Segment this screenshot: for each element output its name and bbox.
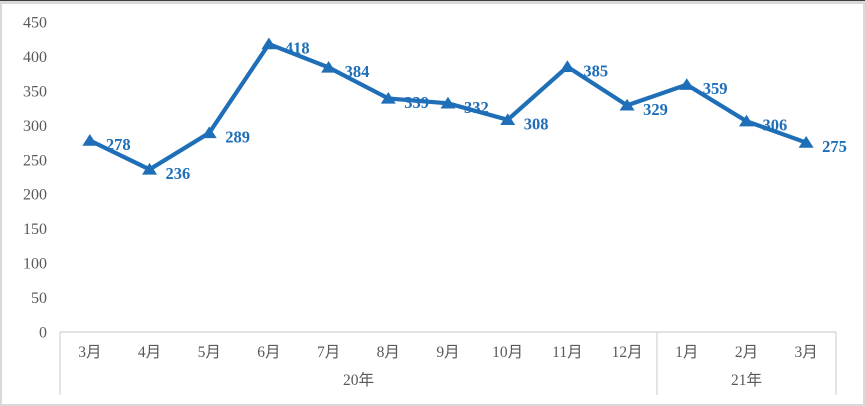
data-point-label: 339 [404,93,429,112]
month-label: 2月 [735,344,758,361]
month-label: 4月 [138,344,161,361]
data-point-label: 385 [583,61,608,80]
data-point-marker [261,37,277,50]
month-label: 12月 [612,344,643,361]
month-label: 5月 [198,344,221,361]
y-tick-label: 300 [23,118,47,135]
data-point-label: 332 [464,98,489,117]
data-point-label: 278 [106,135,131,154]
y-tick-label: 100 [23,256,47,273]
month-label: 7月 [317,344,340,361]
month-label: 3月 [78,344,101,361]
y-tick-label: 150 [23,221,47,238]
data-point-label: 329 [643,100,668,119]
month-label: 10月 [492,344,523,361]
data-point-marker [738,114,754,127]
data-point-marker [440,96,456,109]
data-point-label: 418 [285,39,310,58]
data-point-label: 308 [524,114,549,133]
data-point-label: 275 [822,137,847,156]
data-point-label: 384 [345,62,370,81]
data-point-label: 289 [225,127,250,146]
month-label: 8月 [377,344,400,361]
month-label: 3月 [795,344,818,361]
month-label: 9月 [436,344,459,361]
data-point-marker [201,126,217,139]
data-point-marker [142,162,158,175]
data-point-label: 306 [762,116,787,135]
y-tick-label: 350 [23,83,47,100]
line-chart: 0 50 100 150 200 250 300 350 400 450 3月 4月 5月 6月 7月 8月 9… [23,15,847,395]
data-point-marker [321,60,337,73]
y-tick-label: 400 [23,49,47,66]
data-point-marker [380,91,396,104]
data-point-label: 236 [166,164,191,183]
data-point-label: 359 [703,79,728,98]
month-label: 6月 [257,344,280,361]
month-label: 11月 [552,344,582,361]
month-label: 1月 [675,344,698,361]
data-point-marker [619,98,635,111]
year-label: 20年 [343,371,374,389]
data-point-marker [82,133,98,146]
y-tick-label: 50 [31,290,47,307]
y-tick-label: 200 [23,187,47,204]
data-point-marker [559,60,575,72]
data-point-marker [679,78,695,90]
y-tick-label: 250 [23,152,47,169]
year-label: 21年 [731,371,762,389]
data-point-marker [798,136,814,148]
data-point-marker [500,113,516,126]
y-tick-label: 0 [39,325,47,342]
y-tick-label: 450 [23,15,47,32]
